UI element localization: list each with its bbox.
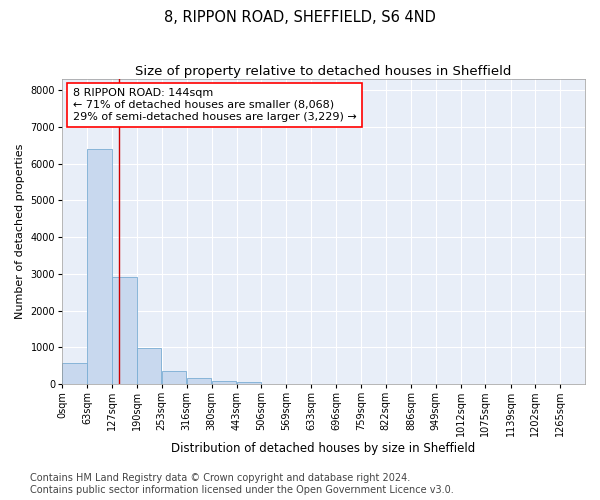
Y-axis label: Number of detached properties: Number of detached properties bbox=[15, 144, 25, 320]
X-axis label: Distribution of detached houses by size in Sheffield: Distribution of detached houses by size … bbox=[172, 442, 476, 455]
Bar bbox=[162, 371, 186, 384]
Bar bbox=[212, 380, 236, 384]
Bar bbox=[137, 348, 161, 384]
Bar bbox=[87, 149, 112, 384]
Bar bbox=[112, 278, 137, 384]
Bar bbox=[187, 378, 211, 384]
Bar bbox=[237, 382, 261, 384]
Title: Size of property relative to detached houses in Sheffield: Size of property relative to detached ho… bbox=[136, 65, 512, 78]
Text: 8 RIPPON ROAD: 144sqm
← 71% of detached houses are smaller (8,068)
29% of semi-d: 8 RIPPON ROAD: 144sqm ← 71% of detached … bbox=[73, 88, 356, 122]
Text: 8, RIPPON ROAD, SHEFFIELD, S6 4ND: 8, RIPPON ROAD, SHEFFIELD, S6 4ND bbox=[164, 10, 436, 25]
Text: Contains HM Land Registry data © Crown copyright and database right 2024.
Contai: Contains HM Land Registry data © Crown c… bbox=[30, 474, 454, 495]
Bar bbox=[62, 363, 86, 384]
